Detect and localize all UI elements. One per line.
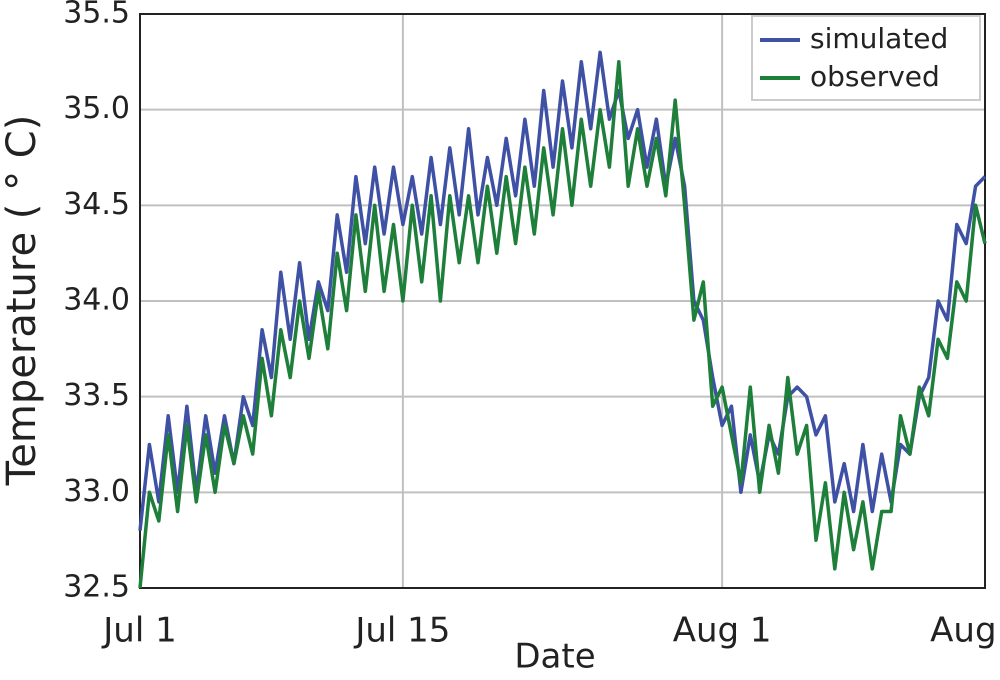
y-tick-label: 34.0 — [63, 283, 130, 318]
x-tick-label: Jul 15 — [353, 611, 450, 651]
y-tick-label: 35.0 — [63, 91, 130, 126]
y-tick-label: 33.5 — [63, 378, 130, 413]
x-tick-label: Aug15 — [930, 611, 1000, 651]
x-tick-label: Jul 1 — [101, 611, 176, 651]
x-tick-label: Aug 1 — [673, 611, 772, 651]
y-tick-label: 32.5 — [63, 570, 130, 605]
x-axis-label: Date — [514, 637, 595, 677]
y-tick-label: 34.5 — [63, 187, 130, 222]
y-tick-label: 33.0 — [63, 474, 130, 509]
legend-label: observed — [810, 60, 940, 93]
series-line — [138, 50, 987, 531]
series-line — [138, 60, 987, 589]
plot-frame — [139, 13, 986, 589]
legend-label: simulated — [810, 22, 948, 55]
y-tick-label: 35.5 — [63, 0, 130, 31]
legend-box — [751, 15, 981, 101]
y-axis-label: Temperature ( ° C) — [0, 115, 45, 487]
